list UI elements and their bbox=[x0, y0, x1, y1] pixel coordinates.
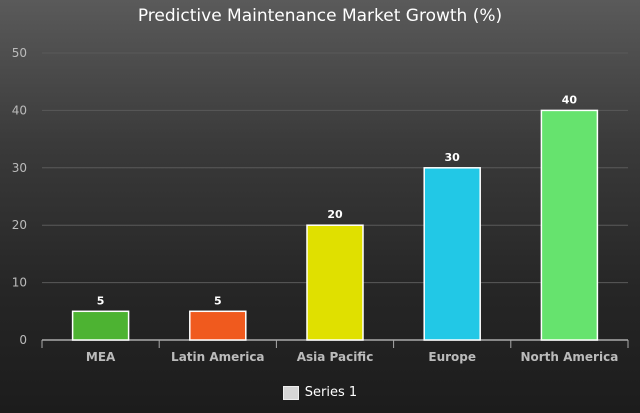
chart-title: Predictive Maintenance Market Growth (%) bbox=[137, 6, 503, 26]
x-tick-label-europe: Europe bbox=[428, 350, 476, 364]
data-labels: 5 5 20 30 40 bbox=[97, 93, 578, 307]
x-tick-label-latin-america: Latin America bbox=[171, 350, 265, 364]
bar-mea[interactable] bbox=[71, 310, 130, 341]
data-label-asia-pacific: 20 bbox=[327, 208, 343, 221]
data-label-mea: 5 bbox=[97, 294, 105, 307]
y-tick-label-0: 0 bbox=[19, 333, 27, 347]
legend-swatch-series-1[interactable] bbox=[282, 385, 299, 400]
legend-label-series-1[interactable]: Series 1 bbox=[304, 385, 358, 400]
y-tick-label-30: 30 bbox=[12, 161, 27, 175]
legend: Series 1 bbox=[0, 385, 640, 400]
x-tick-label-asia-pacific: Asia Pacific bbox=[297, 350, 374, 364]
y-tick-label-10: 10 bbox=[12, 276, 27, 290]
x-axis-tick-labels: MEA Latin America Asia Pacific Europe North … bbox=[86, 350, 618, 364]
data-label-europe: 30 bbox=[445, 151, 461, 164]
y-tick-label-40: 40 bbox=[12, 103, 27, 117]
bar-asia-pacific[interactable] bbox=[306, 224, 364, 341]
bar-europe[interactable] bbox=[423, 167, 481, 341]
y-axis-tick-labels: 0 10 20 30 40 50 bbox=[12, 46, 27, 347]
x-tick-label-north-america: North America bbox=[520, 350, 618, 364]
bar-north-america[interactable] bbox=[540, 109, 599, 341]
data-label-latin-america: 5 bbox=[214, 294, 222, 307]
data-label-north-america: 40 bbox=[562, 93, 578, 106]
x-tick-label-mea: MEA bbox=[86, 350, 116, 364]
axes bbox=[41, 339, 629, 348]
y-tick-label-20: 20 bbox=[12, 218, 27, 232]
y-tick-label-50: 50 bbox=[12, 46, 27, 60]
bars bbox=[71, 109, 599, 341]
bar-latin-america[interactable] bbox=[189, 310, 247, 341]
